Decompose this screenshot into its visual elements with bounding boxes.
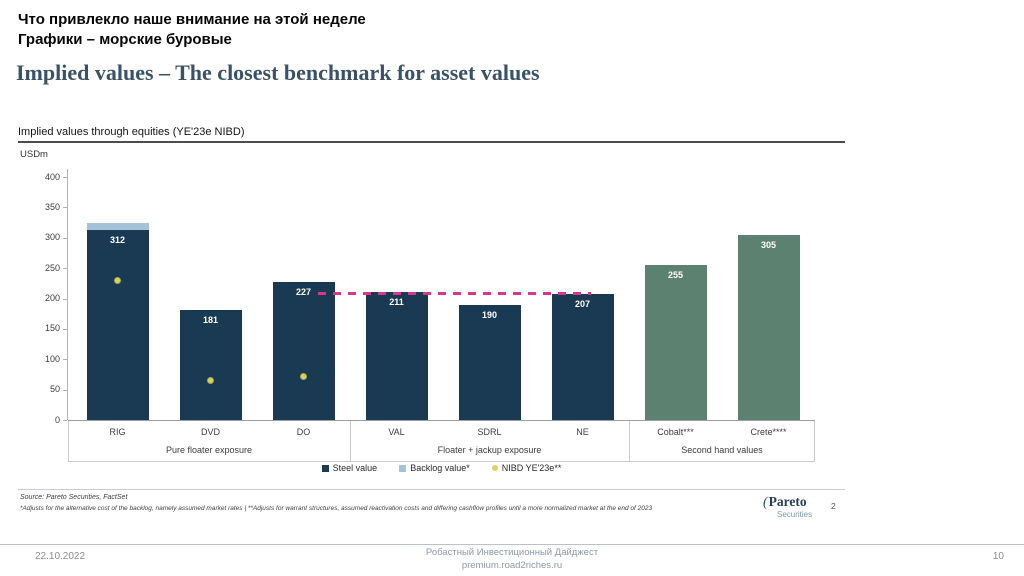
source-slide-page-number: 2 xyxy=(831,501,836,511)
x-axis-label: SDRL xyxy=(477,427,502,437)
bar-value-label: 181 xyxy=(202,315,219,326)
y-axis-tick-label: 300 xyxy=(44,232,60,243)
legend-item: Steel value xyxy=(321,463,378,473)
footer-rule xyxy=(0,544,1024,545)
y-axis-tick-label: 100 xyxy=(44,353,60,364)
pareto-logo-mark-icon: ( xyxy=(763,495,768,510)
x-axis-line xyxy=(68,420,815,421)
legend-square-marker-icon xyxy=(399,464,407,472)
y-axis-tick xyxy=(63,177,67,178)
chart-title-rule xyxy=(18,141,845,143)
chart-legend: Steel value Backlog value* NIBD YE'23e** xyxy=(68,463,815,473)
y-axis-tick-label: 250 xyxy=(44,262,60,273)
bar-value-label: 312 xyxy=(109,235,126,246)
pareto-logo: ( Pareto Securities xyxy=(763,494,812,519)
y-axis-tick xyxy=(63,389,67,391)
footer-date: 22.10.2022 xyxy=(35,551,86,562)
bar-backlog-segment xyxy=(86,223,149,231)
y-axis-tick xyxy=(63,298,67,300)
top-note-line2: Графики – морские буровые xyxy=(18,30,232,48)
slide-title: Implied values – The closest benchmark f… xyxy=(16,60,540,85)
x-axis-label: DVD xyxy=(200,427,220,437)
y-axis-unit-label: USDm xyxy=(20,149,48,160)
top-note: Что привлекло наше внимание на этой неде… xyxy=(18,10,366,49)
bar-value-label: 190 xyxy=(481,309,498,320)
y-axis-tick-label: 400 xyxy=(44,171,60,182)
y-axis-tick-label: 50 xyxy=(49,384,60,395)
legend-label: NIBD YE'23e** xyxy=(501,463,562,473)
footer-center-line2: premium.road2riches.ru xyxy=(461,559,563,571)
source-text: Source: Pareto Securities, FactSet xyxy=(20,494,128,501)
y-axis-tick xyxy=(63,207,67,209)
category-group-divider xyxy=(629,420,630,462)
y-axis-tick-label: 150 xyxy=(44,323,60,334)
bar xyxy=(179,310,242,420)
x-axis-label: Crete**** xyxy=(750,427,787,437)
bar xyxy=(272,282,335,420)
bar xyxy=(737,234,800,420)
category-group-label: Floater + jackup exposure xyxy=(437,445,542,455)
footer-center: Робастный Инвестиционный Дайджест premiu… xyxy=(0,547,1024,573)
reference-dashed-line xyxy=(317,292,591,296)
footnote-text: *Adjusts for the alternative cost of the… xyxy=(20,505,653,512)
bar xyxy=(644,265,707,420)
bar xyxy=(365,291,428,420)
bar-value-label: 227 xyxy=(295,287,312,298)
bar-value-label: 255 xyxy=(667,270,684,281)
category-strip-box xyxy=(68,420,815,462)
bar-value-label: 211 xyxy=(389,296,404,307)
y-axis-tick-label: 200 xyxy=(44,293,60,303)
y-axis-tick-label: 0 xyxy=(54,414,60,425)
x-axis-label: Cobalt*** xyxy=(657,427,694,437)
pareto-logo-subtitle: Securities xyxy=(777,510,813,519)
y-axis-tick xyxy=(63,420,67,421)
bar-value-label: 207 xyxy=(574,299,591,310)
nibd-point xyxy=(114,276,121,284)
footer-page-number: 10 xyxy=(992,551,1004,562)
x-axis-label: DO xyxy=(296,427,311,437)
y-axis-tick xyxy=(63,268,67,270)
legend-label: Steel value xyxy=(332,463,378,473)
legend-item: Backlog value* xyxy=(399,463,470,473)
bar-value-label: 305 xyxy=(760,239,777,250)
nibd-point xyxy=(300,372,307,380)
x-axis-label: VAL xyxy=(388,427,405,437)
bar xyxy=(458,304,521,420)
y-axis-tick xyxy=(63,328,67,330)
category-group-label: Second hand values xyxy=(681,445,763,455)
pareto-logo-name: Pareto xyxy=(768,494,807,509)
pareto-logo-row: ( Pareto xyxy=(763,494,812,511)
footer-center-line1: Робастный Инвестиционный Дайджест xyxy=(425,547,599,558)
category-group-label: Pure floater exposure xyxy=(165,445,253,455)
chart-title: Implied values through equities (YE'23e … xyxy=(18,126,245,138)
legend-dot-marker-icon xyxy=(491,465,498,471)
top-note-line1: Что привлекло наше внимание на этой неде… xyxy=(18,11,366,28)
legend-square-marker-icon xyxy=(321,464,329,472)
y-axis-line xyxy=(67,169,68,420)
legend-label: Backlog value* xyxy=(410,463,470,473)
source-rule xyxy=(18,489,845,490)
bar xyxy=(551,294,614,420)
bar xyxy=(86,230,149,420)
category-group-divider xyxy=(350,420,351,462)
nibd-point xyxy=(207,377,214,384)
x-axis-label: NE xyxy=(576,427,589,437)
y-axis-tick xyxy=(63,237,67,239)
legend-item: NIBD YE'23e** xyxy=(491,463,562,473)
y-axis-tick-label: 350 xyxy=(44,201,60,212)
y-axis-tick xyxy=(63,359,67,361)
x-axis-label: RIG xyxy=(109,427,126,437)
